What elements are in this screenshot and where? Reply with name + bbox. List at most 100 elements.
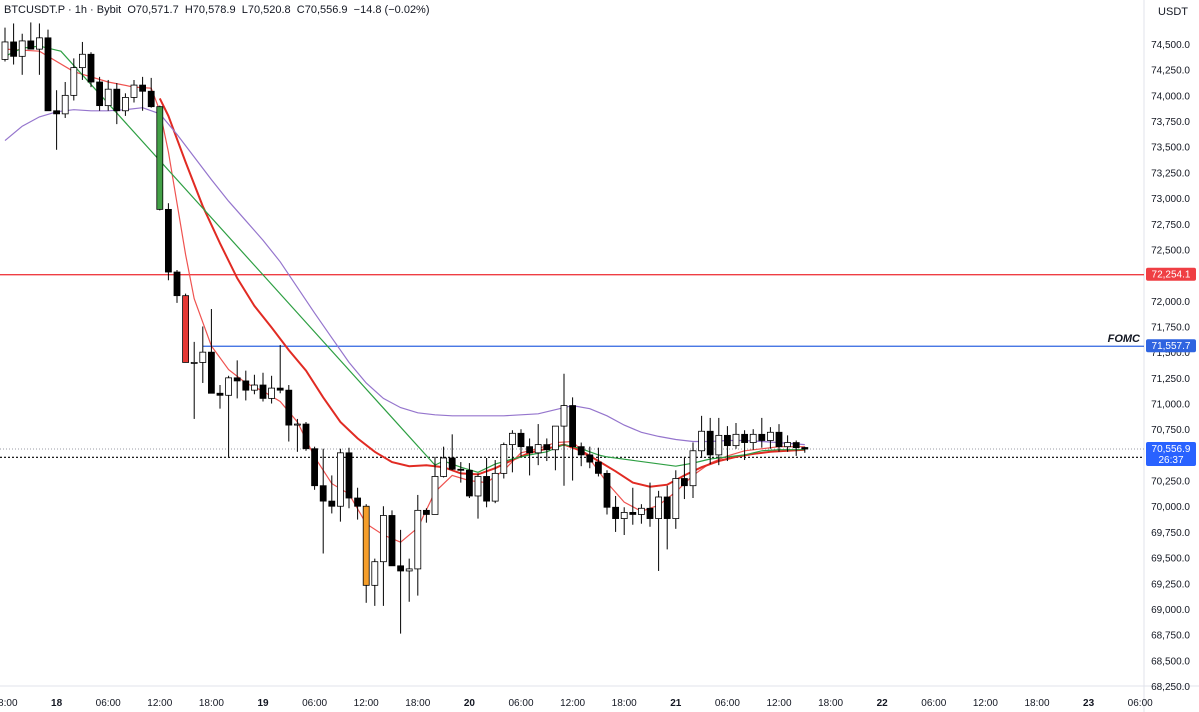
candle [792,440,800,456]
candle [440,446,448,478]
moving-average-line [158,97,805,488]
candle-body [500,444,508,474]
candle-body [104,88,112,107]
candle-body [61,94,69,115]
time-tick-label: 18 [51,698,63,709]
price-tick-label: 69,250.0 [1151,579,1190,590]
candle-body [36,37,43,50]
candle [706,417,714,465]
candle [268,375,276,404]
price-tick-label: 72,000.0 [1151,297,1190,308]
candle-body [147,90,155,108]
price-badge-label: 26:37 [1158,455,1183,466]
candle-body [706,430,714,456]
candle-body [775,431,783,448]
candle [113,83,121,125]
time-tick-label: 18:00 [612,698,637,709]
candle-body [336,452,344,507]
ohlc-change: −14.8 (−0.02%) [353,4,430,16]
candle [79,41,86,80]
candle-body [569,405,576,448]
time-tick-label: 12:00 [147,698,172,709]
candle-body [388,515,396,567]
candle [61,82,69,118]
candle-body [457,468,465,471]
ohlc-low: L70,520.8 [241,4,291,16]
level-price-badge: 72,254.1 [1146,267,1196,281]
time-axis: 18:00 18 06:00 12:00 18:00 19 06:00 12:00 18:00 2… [0,698,1153,709]
candle [552,425,559,471]
candle-body [27,40,35,50]
candle [10,23,18,65]
candle [741,430,748,461]
candle-body [397,565,405,572]
candle-body [595,461,602,474]
interval[interactable]: 1h [74,4,87,16]
symbol-name[interactable]: BTCUSDT.P [4,4,65,16]
candle [96,76,103,111]
exchange: Bybit [96,4,122,16]
time-tick-label: 06:00 [302,698,327,709]
time-tick-label: 06:00 [1128,698,1153,709]
time-tick-label: 12:00 [354,698,379,709]
candle [620,507,628,536]
price-badge-bg [1146,339,1196,353]
candle [139,76,147,111]
candle-body [620,512,628,519]
candle [534,424,542,466]
ohlc-high: H70,578.9 [184,4,236,16]
candle-body [414,509,422,570]
candle-body [44,37,52,112]
time-tick-label: 18:00 [0,698,18,709]
candle-body [560,405,568,427]
candle-body [732,433,740,447]
candle-body [190,362,198,364]
candle-body [758,433,766,441]
candle-body [87,53,95,83]
candle-body [233,377,241,382]
candle [663,485,671,550]
candle [104,79,112,111]
candle-body [379,515,387,563]
currency-label[interactable]: USDT [1158,6,1188,18]
candle-body [508,432,516,446]
candle-body [173,271,181,297]
candle [595,447,602,477]
candle [681,457,688,500]
price-tick-label: 73,250.0 [1151,168,1190,179]
candle-body [749,433,757,443]
candle [285,385,293,442]
candle [749,429,757,450]
candle-body [672,478,680,519]
candle [130,79,138,103]
candle [173,269,181,303]
level-price-badge: 71,557.7 [1146,339,1196,353]
candle-body [526,446,533,454]
ohlc-close: C70,556.9 [296,4,348,16]
price-tick-label: 73,500.0 [1151,143,1190,154]
time-tick-label: 18:00 [1024,698,1049,709]
candle-body [543,444,551,451]
candle [259,372,267,402]
candle [698,415,705,458]
candle-body [801,447,809,450]
candle [276,344,284,394]
candle [500,442,508,479]
price-tick-label: 73,750.0 [1151,117,1190,128]
candle [44,29,52,112]
candle-body [448,457,456,470]
price-tick-label: 72,750.0 [1151,220,1190,231]
candle-body [328,500,336,507]
candle [655,490,662,571]
candle-body [689,450,697,487]
candle [293,418,301,452]
time-tick-label: 12:00 [766,698,791,709]
candle-body [767,431,774,441]
candle [775,424,783,452]
candle-body [784,442,791,448]
candle-body [792,442,800,449]
time-tick-label: 19 [257,698,269,709]
time-tick-label: 06:00 [715,698,740,709]
price-tick-label: 68,250.0 [1151,682,1190,693]
